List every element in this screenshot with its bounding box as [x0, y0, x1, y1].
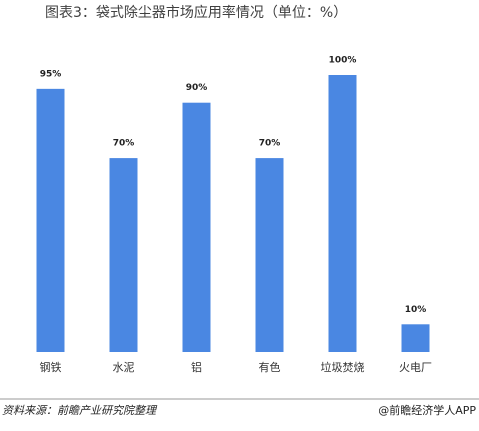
bar: [328, 75, 357, 352]
bar: [182, 102, 211, 352]
x-tick-label: 有色: [259, 360, 281, 374]
bar: [255, 158, 284, 352]
value-label: 100%: [329, 56, 357, 66]
x-tick-label: 水泥: [113, 361, 135, 374]
credit: @前瞻经济学人APP: [378, 403, 476, 417]
x-tick-label: 钢铁: [40, 361, 62, 374]
source: 资料来源：前瞻产业研究院整理: [2, 404, 158, 417]
value-label: 95%: [40, 69, 62, 79]
x-tick-label: 垃圾焚烧: [321, 360, 365, 374]
bar: [401, 324, 430, 352]
value-label: 70%: [113, 139, 135, 149]
value-label: 90%: [186, 83, 208, 93]
x-tick-label: 铝: [191, 360, 202, 374]
value-label: 10%: [405, 305, 427, 315]
bar: [109, 158, 138, 352]
x-tick-label: 火电厂: [399, 361, 432, 374]
chart-title: 图表3：袋式除尘器市场应用率情况（单位：%）: [45, 4, 347, 21]
value-label: 70%: [259, 139, 281, 149]
bar: [36, 88, 65, 352]
